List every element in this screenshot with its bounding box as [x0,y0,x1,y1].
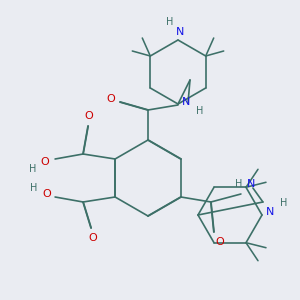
Text: O: O [215,237,224,247]
Text: N: N [176,27,184,37]
Text: H: H [235,179,243,189]
Text: H: H [280,198,288,208]
Text: O: O [106,94,116,104]
Text: N: N [247,179,255,189]
Text: N: N [266,207,274,217]
Text: H: H [29,164,37,174]
Text: H: H [30,183,38,193]
Text: O: O [43,189,52,199]
Text: O: O [85,111,94,121]
Text: O: O [41,157,50,167]
Text: N: N [182,97,190,107]
Text: O: O [89,233,98,243]
Text: H: H [166,17,174,27]
Text: H: H [196,106,204,116]
